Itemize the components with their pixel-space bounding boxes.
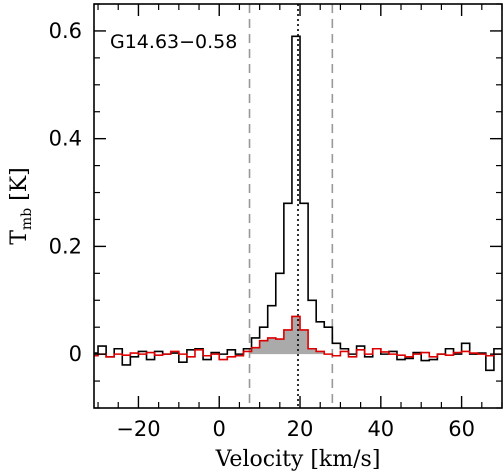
x-tick-label: 0 (213, 417, 226, 441)
y-tick-label: 0.4 (49, 127, 82, 151)
x-tick-label: −20 (116, 417, 160, 441)
y-tick-label: 0.6 (49, 19, 82, 43)
y-tick-label: 0 (69, 342, 82, 366)
x-tick-label: 40 (367, 417, 394, 441)
y-axis-label-subscript: mb (19, 208, 35, 230)
y-axis-label-main: T (7, 230, 32, 245)
x-tick-label: 60 (448, 417, 475, 441)
y-tick-label: 0.2 (49, 234, 82, 258)
shaded-area-layer (249, 316, 333, 355)
source-annotation: G14.63−0.58 (110, 31, 237, 53)
plot-frame (93, 3, 503, 409)
series-layer (94, 35, 502, 372)
x-axis-label: Velocity [km/s] (215, 447, 381, 471)
y-axis-label: Tmb [K] (7, 167, 35, 245)
series-red-spectrum (94, 315, 502, 361)
series-black-spectrum (94, 35, 502, 372)
shaded-emission-area (249, 316, 333, 355)
ticks-layer (94, 3, 503, 409)
tick-labels-layer: −20 0 20 40 60 0 0.2 0.4 0.6 (49, 19, 475, 441)
x-tick-label: 20 (287, 417, 314, 441)
y-axis-label-unit: [K] (7, 167, 32, 208)
